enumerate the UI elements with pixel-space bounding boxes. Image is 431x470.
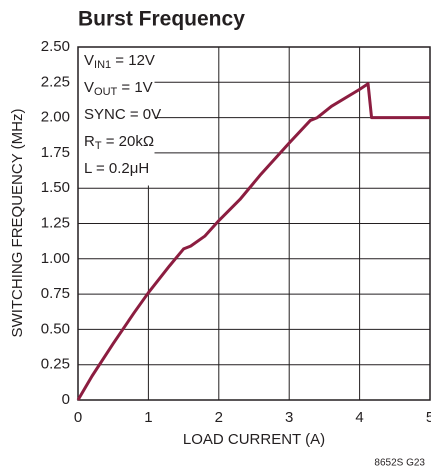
- annotation-box: [78, 47, 155, 186]
- y-tick-label: 0.75: [41, 285, 70, 302]
- annotation-text: R: [84, 133, 95, 150]
- x-tick-label: 3: [285, 409, 293, 426]
- footnote: 8652S G23: [374, 458, 425, 469]
- annotation-sub: OUT: [94, 86, 118, 98]
- annotation-sub: T: [95, 140, 102, 152]
- annotation-after: = 20kΩ: [102, 133, 155, 150]
- annotation-after: = 1V: [117, 79, 152, 96]
- annotation-after: = 12V: [111, 52, 155, 69]
- plot-frame: [77, 46, 431, 401]
- annotation-sub: IN1: [94, 59, 111, 71]
- y-tick-label: 0.50: [41, 320, 70, 337]
- y-tick-label: 0: [62, 391, 70, 408]
- x-tick-label: 2: [215, 409, 223, 426]
- y-tick-label: 2.50: [41, 38, 70, 55]
- x-tick-label: 5: [426, 409, 431, 426]
- annotation-text: SYNC = 0V: [84, 106, 161, 123]
- y-tick-label: 1.00: [41, 250, 70, 267]
- annotation: SYNC = 0V: [84, 106, 161, 123]
- y-tick-label: 1.50: [41, 179, 70, 196]
- annotation: VOUT = 1V: [84, 79, 153, 98]
- annotation: VIN1 = 12V: [84, 52, 155, 71]
- annotation-text: V: [84, 52, 94, 69]
- x-tick-label: 1: [144, 409, 152, 426]
- data-line: [76, 82, 430, 401]
- annotation: L = 0.2μH: [84, 160, 149, 177]
- y-axis-label: SWITCHING FREQUENCY (MHz): [9, 109, 26, 338]
- annotation-text: V: [84, 79, 94, 96]
- y-tick-label: 1.75: [41, 144, 70, 161]
- y-tick-label: 1.25: [41, 214, 70, 231]
- x-tick-label: 0: [74, 409, 82, 426]
- annotation: RT = 20kΩ: [84, 133, 154, 152]
- x-axis-label: LOAD CURRENT (A): [183, 431, 325, 448]
- annotation-text: L = 0.2μH: [84, 160, 149, 177]
- y-tick-label: 2.25: [41, 73, 70, 90]
- chart-title: Burst Frequency: [78, 8, 245, 31]
- y-tick-label: 0.25: [41, 356, 70, 373]
- x-tick-label: 4: [355, 409, 363, 426]
- y-tick-label: 2.00: [41, 109, 70, 126]
